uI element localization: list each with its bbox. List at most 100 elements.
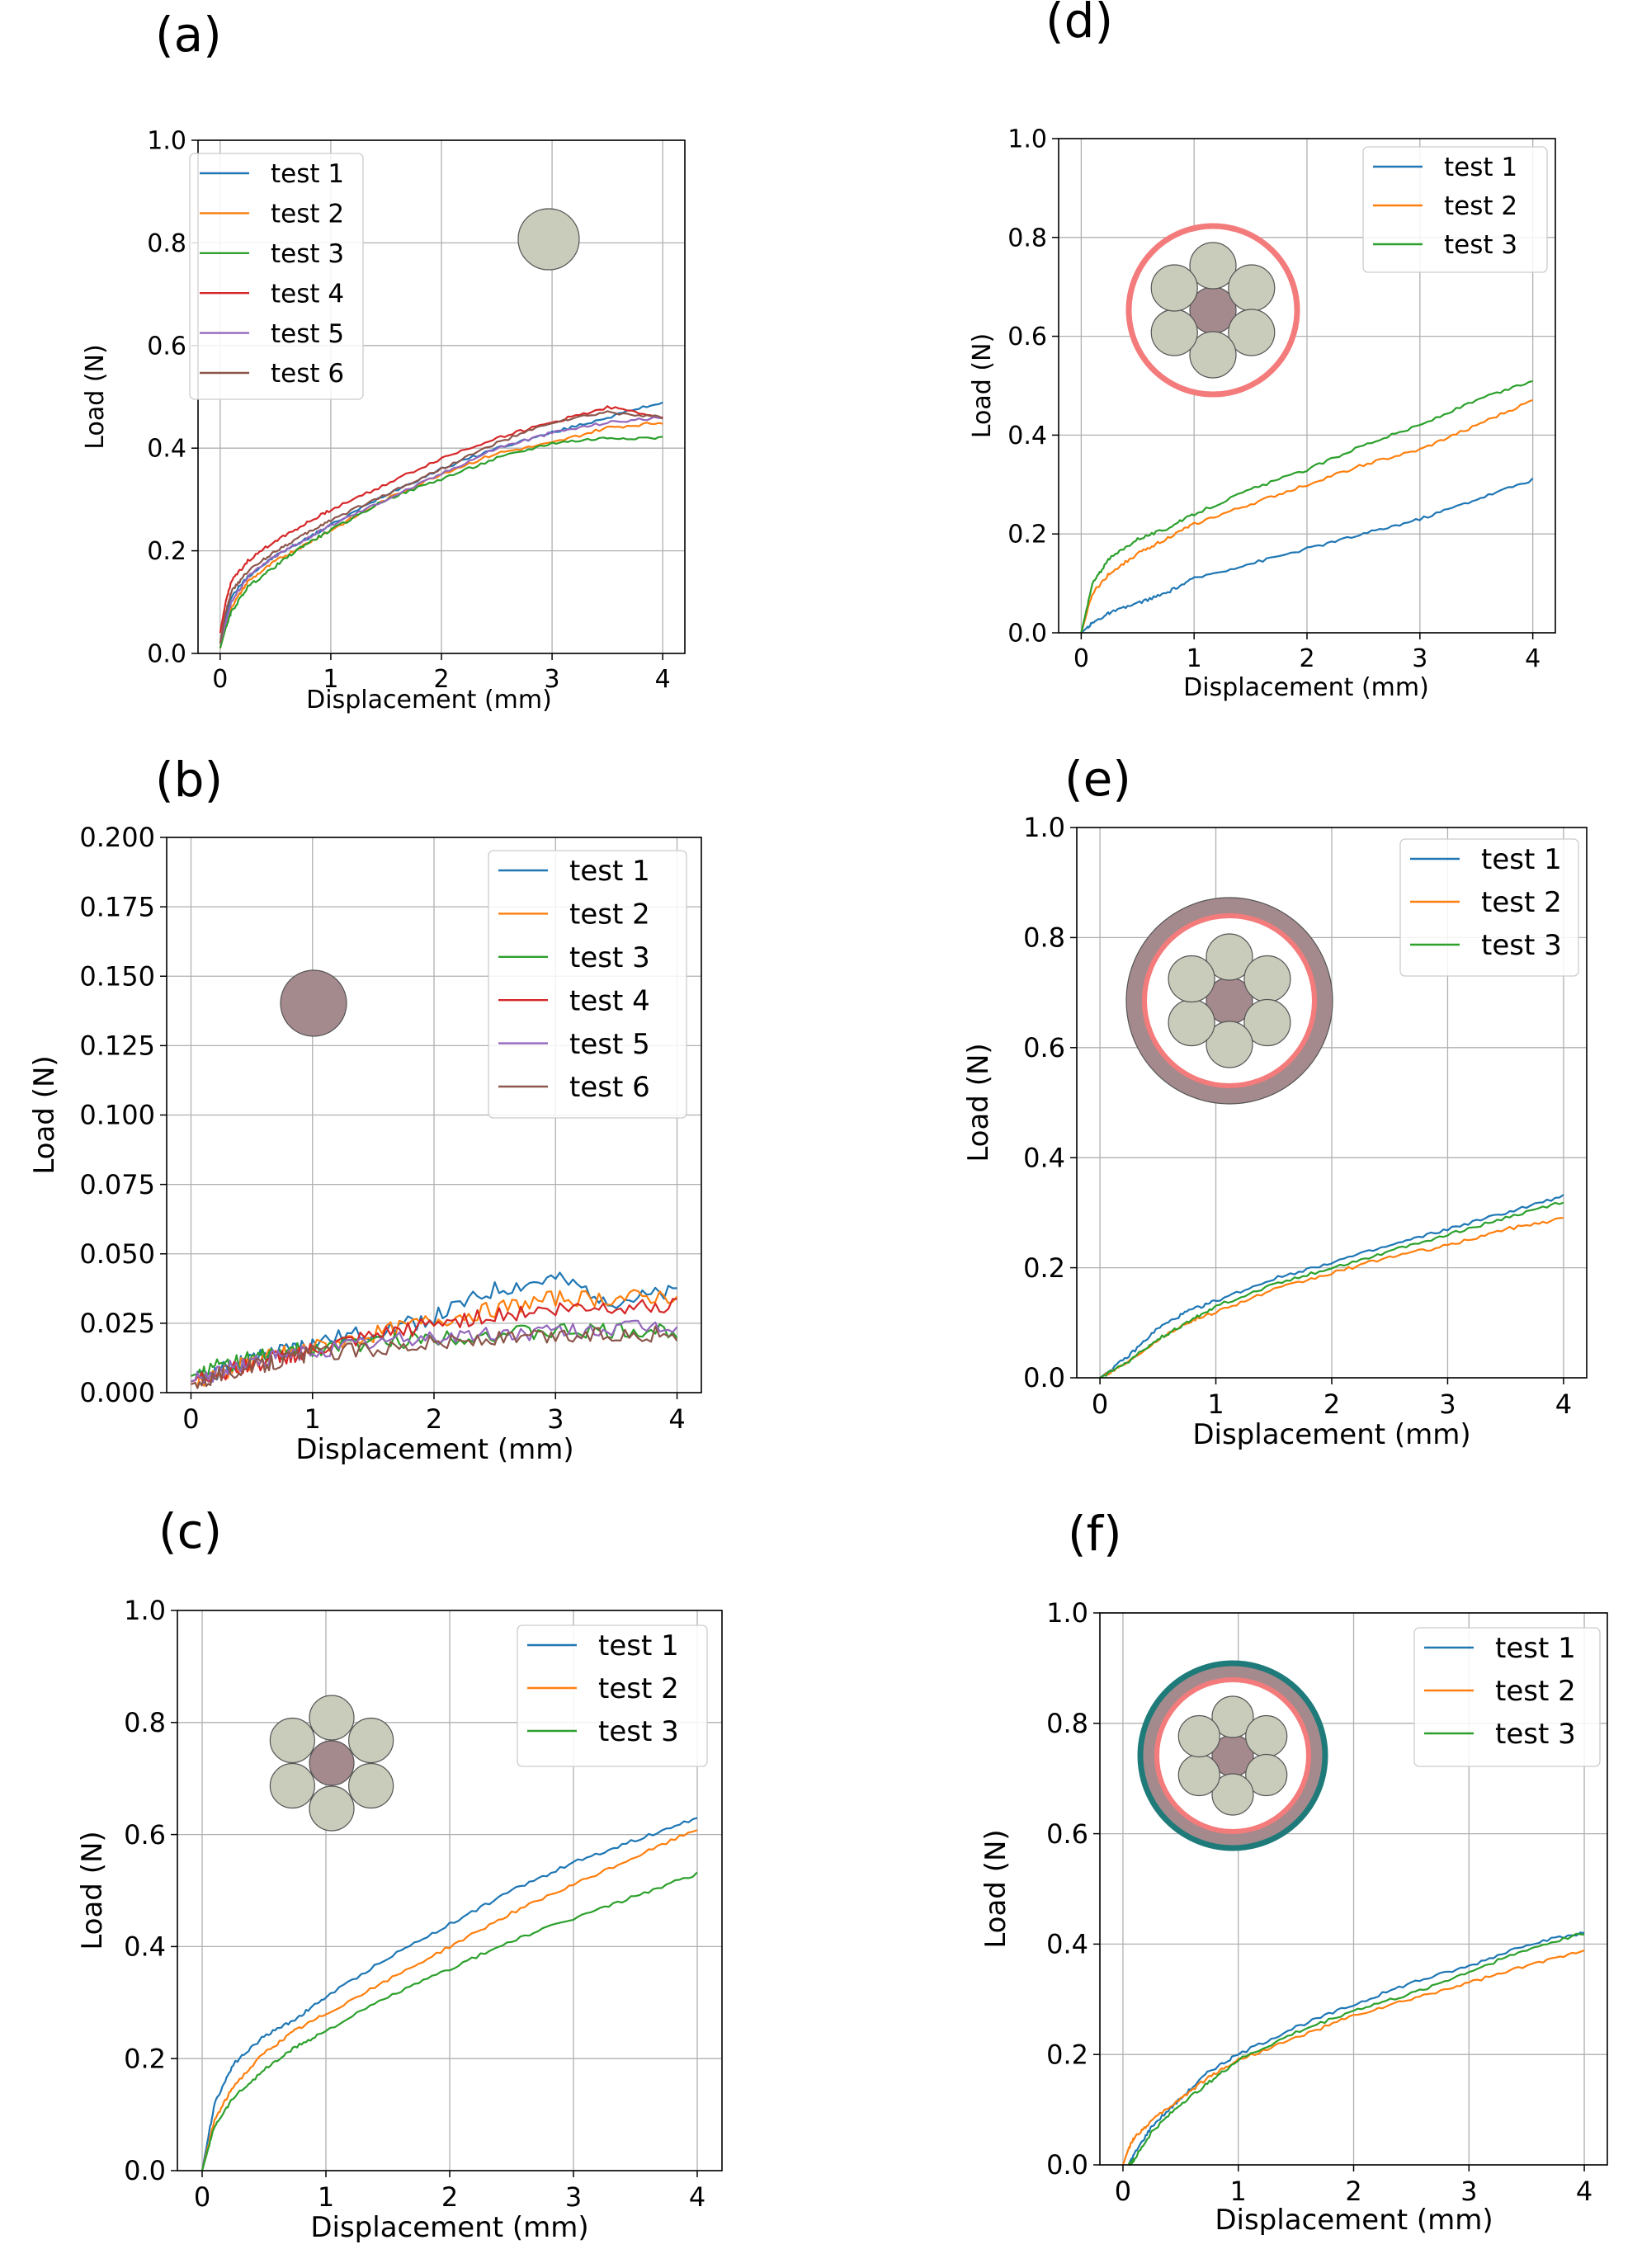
series-line-test-3 [1127, 1932, 1585, 2167]
legend-box [1399, 838, 1579, 977]
panel-label: (f) [1068, 1506, 1122, 1562]
outer-fiber [309, 1695, 355, 1741]
cross-section-icon [269, 1695, 394, 1832]
outer-fiber [1177, 1753, 1220, 1797]
x-tick-label: 4 [1555, 1389, 1572, 1420]
outer-fiber [348, 1762, 394, 1809]
x-tick-label: 2 [426, 1403, 442, 1435]
plot-frame [1099, 1612, 1608, 2166]
legend-label: test 5 [569, 1028, 650, 1061]
outer-fiber [269, 1717, 315, 1764]
series-line-test-3 [1099, 1201, 1564, 1379]
legend-label: test 5 [271, 319, 344, 349]
x-tick-label: 1 [1230, 2176, 1247, 2207]
y-tick-label: 1.0 [1046, 1597, 1088, 1629]
y-tick-label: 0.0 [1046, 2149, 1088, 2181]
y-tick-label: 0.8 [1007, 224, 1047, 252]
legend-label: test 1 [1444, 153, 1517, 182]
outer-fiber [1150, 309, 1198, 356]
x-tick-label: 0 [1073, 644, 1089, 673]
x-tick-label: 4 [1576, 2176, 1592, 2207]
x-tick-label: 3 [1460, 2176, 1477, 2207]
outer-fiber [1245, 1714, 1288, 1758]
series-line-test-3 [1080, 380, 1533, 634]
y-tick-label: 0.125 [79, 1030, 155, 1062]
cross-section-icon [1125, 223, 1300, 398]
x-axis-label: Displacement (mm) [1192, 1418, 1470, 1451]
panel-label: (a) [155, 7, 222, 63]
x-tick-label: 1 [304, 1403, 321, 1435]
legend-box [1413, 1627, 1601, 1767]
x-tick-label: 2 [433, 665, 449, 694]
legend-box [488, 850, 687, 1119]
y-tick-label: 0.8 [1023, 922, 1065, 954]
legend: test 1 test 2 test 3 test 4 test 5 test 6 [488, 850, 687, 1119]
legend-label: test 2 [1444, 191, 1517, 221]
y-tick-label: 0.075 [79, 1169, 155, 1200]
chart-panel: (d) 0 1 2 3 4 0.0 0.2 0.4 0.6 0.8 1.0 Displacement (… [968, 0, 1556, 702]
series-line-test-2 [1080, 398, 1533, 634]
y-tick-label: 0.4 [147, 435, 186, 464]
y-tick-label: 0.2 [124, 2043, 166, 2074]
series-line-test-6 [219, 410, 663, 644]
outer-fiber [1150, 264, 1198, 312]
outer-fiber [1177, 1714, 1220, 1758]
y-tick-label: 0.8 [124, 1707, 166, 1738]
x-tick-label: 0 [194, 2181, 210, 2213]
legend-label: test 3 [598, 1715, 679, 1748]
series-line-test-6 [191, 1325, 678, 1389]
x-axis-label: Displacement (mm) [306, 686, 552, 714]
x-tick-label: 2 [1345, 2176, 1361, 2207]
x-tick-label: 0 [212, 665, 228, 694]
chart-panel: (a) 0 1 2 3 4 0.0 0.2 0.4 0.6 0.8 1.0 Displacement (… [81, 7, 686, 714]
series-line-test-5 [219, 415, 663, 644]
legend-label: test 3 [271, 239, 344, 269]
cross-section-icon [1125, 897, 1333, 1105]
x-tick-label: 3 [565, 2181, 582, 2213]
series-line-test-1 [1128, 1931, 1585, 2166]
chart-panel: (e) 0 1 2 3 4 0.0 0.2 0.4 0.6 0.8 1.0 Displacement (… [962, 751, 1588, 1451]
y-axis-label: Load (N) [962, 1043, 995, 1162]
series-line-test-1 [1080, 478, 1534, 634]
x-axis-label: Displacement (mm) [295, 1433, 573, 1466]
y-tick-label: 1.0 [1023, 812, 1065, 843]
y-tick-label: 0.4 [124, 1931, 166, 1963]
outer-fiber [1168, 998, 1215, 1047]
x-tick-label: 1 [323, 665, 338, 694]
legend-label: test 3 [569, 941, 650, 974]
series-line-test-2 [191, 1289, 678, 1389]
outer-fiber [1189, 242, 1237, 290]
legend-box [1362, 146, 1548, 273]
y-tick-label: 0.6 [124, 1819, 166, 1851]
legend-label: test 1 [271, 159, 344, 189]
legend-label: test 2 [1495, 1675, 1576, 1708]
legend-label: test 3 [1495, 1718, 1576, 1751]
legend-label: test 2 [271, 200, 344, 229]
x-tick-label: 1 [1187, 644, 1202, 673]
x-tick-label: 0 [182, 1403, 199, 1435]
x-tick-label: 3 [1412, 644, 1427, 673]
series-line-test-3 [201, 1871, 698, 2171]
y-tick-label: 0.0 [147, 640, 186, 669]
chart-panel: (f) 0 1 2 3 4 0.0 0.2 0.4 0.6 0.8 1.0 Displacement (… [979, 1506, 1608, 2237]
x-tick-label: 2 [1324, 1389, 1340, 1420]
plot-frame [177, 1610, 723, 2171]
y-tick-label: 1.0 [124, 1595, 166, 1626]
series-line-test-1 [1099, 1194, 1564, 1379]
legend-label: test 6 [569, 1071, 650, 1104]
y-tick-label: 0.050 [79, 1238, 155, 1270]
legend: test 1 test 2 test 3 [1413, 1627, 1601, 1767]
series-line-test-1 [191, 1271, 677, 1384]
panel-label: (d) [1045, 0, 1113, 49]
x-axis-label: Displacement (mm) [1183, 673, 1429, 702]
x-tick-label: 0 [1115, 2176, 1131, 2207]
x-tick-label: 3 [1439, 1389, 1456, 1420]
series-line-test-5 [191, 1319, 678, 1384]
x-tick-label: 2 [1299, 644, 1314, 673]
y-tick-label: 0.200 [79, 822, 155, 853]
x-tick-label: 4 [1525, 644, 1541, 673]
y-tick-label: 0.6 [1023, 1032, 1065, 1063]
outer-fiber [1168, 955, 1215, 1003]
chart-panel: (b) 0 1 2 3 4 0.000 0.025 0.050 0.075 0.100 0.125 0.… [28, 752, 702, 1466]
